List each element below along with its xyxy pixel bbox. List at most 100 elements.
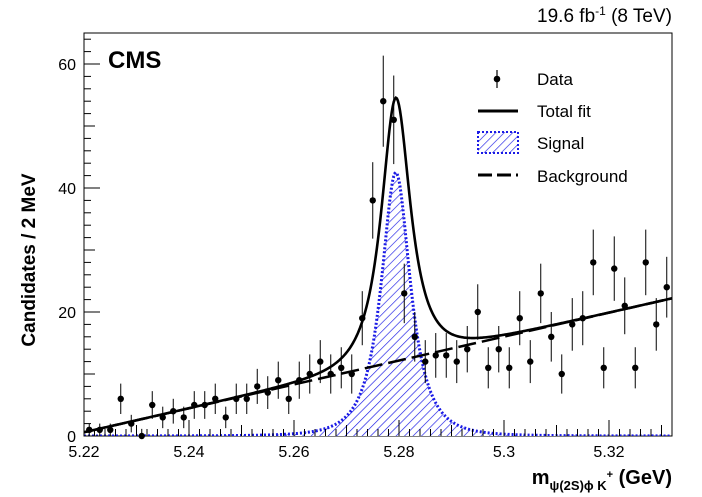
- data-point-marker: [275, 377, 282, 384]
- data-point-marker: [495, 346, 502, 353]
- data-point: [201, 391, 208, 419]
- data-point: [317, 340, 324, 384]
- legend-item-total-fit: Total fit: [478, 102, 591, 121]
- data-point-marker: [569, 321, 576, 328]
- data-point-marker: [338, 364, 345, 371]
- legend-label-data: Data: [537, 70, 573, 89]
- data-point: [558, 354, 565, 394]
- y-tick-label: 60: [58, 57, 76, 74]
- data-point: [411, 312, 418, 362]
- data-point-marker: [485, 364, 492, 371]
- data-point: [569, 298, 576, 351]
- data-point: [191, 391, 198, 419]
- y-tick-label: 0: [67, 429, 76, 446]
- data-point-marker: [117, 395, 124, 402]
- data-point: [516, 291, 523, 346]
- data-point-marker: [432, 352, 439, 359]
- data-point: [432, 333, 439, 378]
- legend-item-background: Background: [478, 167, 628, 186]
- data-point: [96, 423, 103, 436]
- data-point: [621, 277, 628, 335]
- data-point: [222, 406, 229, 429]
- data-point: [590, 229, 597, 296]
- legend: Data Total fit Signal Background: [477, 70, 628, 186]
- legend-item-data: Data: [493, 70, 573, 89]
- data-point-marker: [632, 364, 639, 371]
- signal-fill: [84, 172, 672, 436]
- data-point: [369, 162, 376, 239]
- data-point: [212, 383, 219, 414]
- data-point-marker: [401, 290, 408, 297]
- data-point: [285, 383, 292, 414]
- data-point-marker: [138, 432, 145, 440]
- data-point: [663, 256, 670, 318]
- data-point-marker: [285, 395, 292, 402]
- data-point: [495, 326, 502, 373]
- data-point-marker: [611, 265, 618, 272]
- y-axis-title: Candidates / 2 MeV: [19, 173, 40, 346]
- x-tick-label: 5.32: [593, 444, 624, 461]
- data-point-marker: [359, 315, 366, 322]
- data-point-marker: [296, 377, 303, 384]
- data-point-marker: [96, 426, 103, 433]
- data-point: [159, 406, 166, 429]
- data-point-marker: [107, 426, 114, 433]
- data-point-marker: [537, 290, 544, 297]
- data-point-marker: [464, 346, 471, 353]
- data-point-marker: [180, 414, 187, 421]
- data-point: [264, 376, 271, 410]
- data-point-marker: [548, 333, 555, 340]
- data-point: [464, 326, 471, 373]
- data-point: [579, 291, 586, 346]
- data-point-marker: [390, 116, 397, 124]
- data-point: [506, 347, 513, 389]
- data-point: [170, 398, 177, 424]
- data-point: [275, 361, 282, 399]
- data-point-marker: [348, 370, 355, 378]
- data-point-marker: [516, 315, 523, 322]
- data-point: [642, 229, 649, 296]
- x-tick-label: 5.26: [278, 444, 309, 461]
- data-point: [149, 391, 156, 419]
- legend-label-signal: Signal: [537, 134, 584, 153]
- data-point-marker: [128, 420, 135, 427]
- x-tick-label: 5.3: [493, 444, 515, 461]
- data-point: [653, 298, 660, 351]
- data-point-marker: [653, 321, 660, 328]
- data-point-marker: [201, 401, 208, 409]
- data-point: [537, 263, 544, 324]
- data-point: [380, 55, 387, 147]
- data-point-marker: [663, 284, 670, 291]
- data-point-marker: [191, 401, 198, 409]
- data-point: [527, 340, 534, 384]
- data-point: [128, 414, 135, 433]
- data-point-marker: [474, 308, 481, 316]
- data-point-marker: [411, 333, 418, 340]
- data-point-marker: [159, 414, 166, 421]
- data-point: [327, 354, 334, 394]
- data-point: [600, 347, 607, 389]
- data-point-marker: [422, 358, 429, 365]
- x-tick-label: 5.24: [173, 444, 204, 461]
- data-point-marker: [369, 197, 376, 204]
- data-point-marker: [642, 259, 649, 266]
- data-point: [117, 383, 124, 414]
- data-point-marker: [600, 364, 607, 371]
- data-point: [338, 347, 345, 389]
- x-tick-label: 5.22: [68, 444, 99, 461]
- data-point-marker: [621, 302, 628, 309]
- data-point-marker: [149, 401, 156, 409]
- data-point-marker: [233, 395, 240, 402]
- axes-ticks: 5.22 5.24 5.26 5.28 5.3 5.32 0 20 40 60: [58, 38, 673, 461]
- data-point: [422, 340, 429, 384]
- data-point: [359, 291, 366, 346]
- data-point: [548, 312, 555, 362]
- data-point: [180, 406, 187, 429]
- legend-item-signal: Signal: [477, 131, 584, 154]
- data-point: [306, 354, 313, 394]
- data-point: [233, 383, 240, 414]
- data-point-marker: [222, 414, 229, 421]
- data-point: [107, 423, 114, 436]
- data-point: [390, 75, 397, 165]
